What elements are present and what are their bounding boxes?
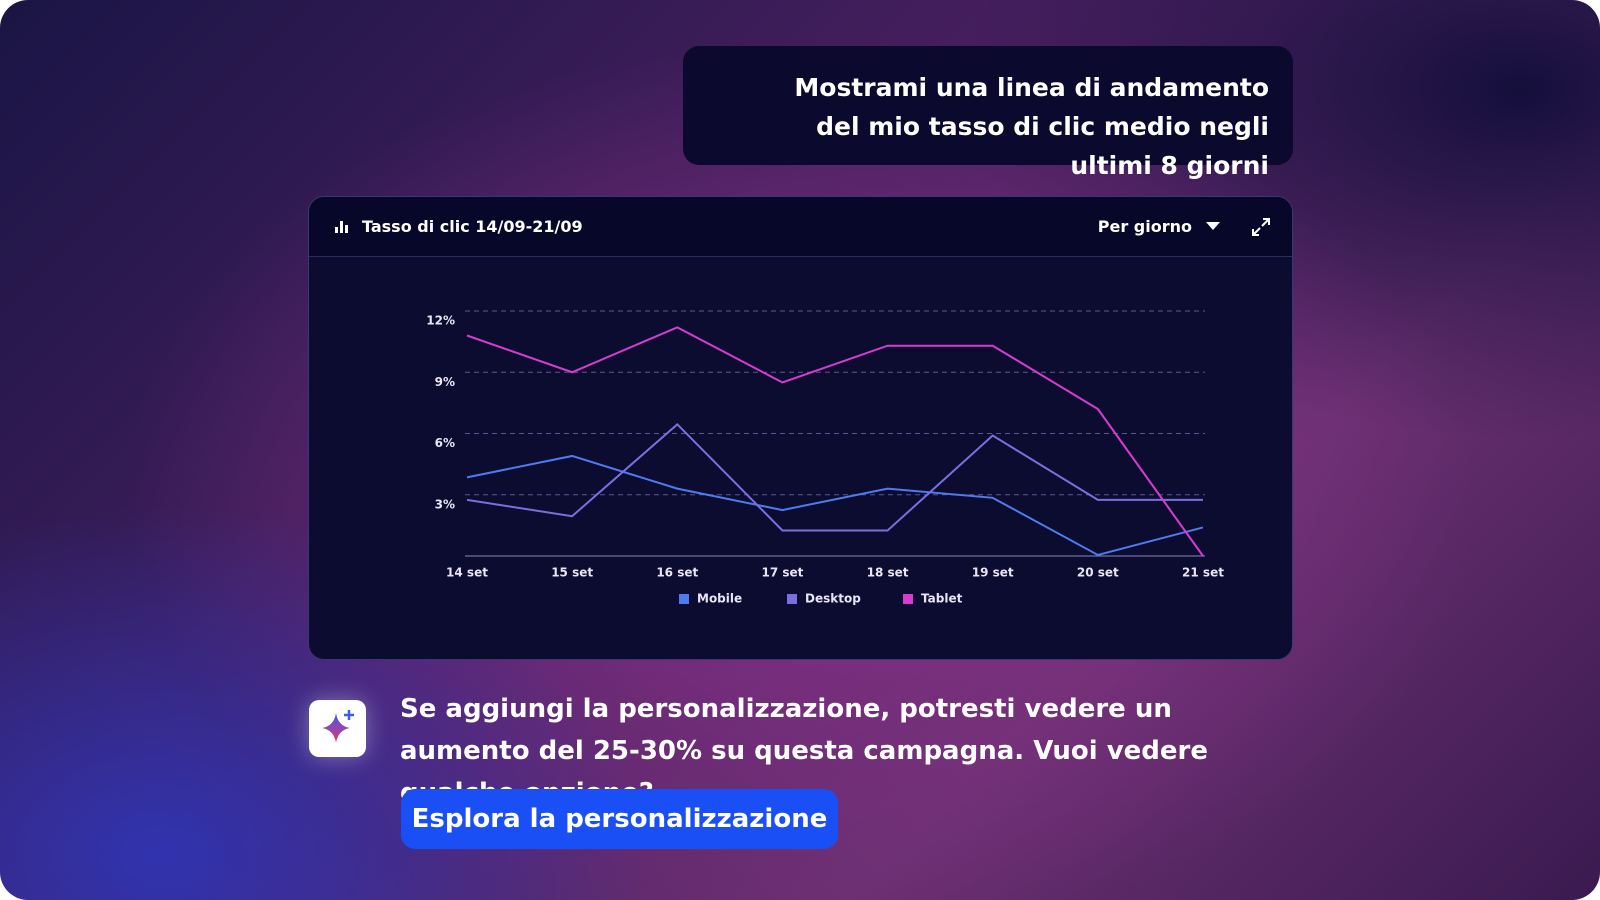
- x-tick-label: 15 set: [551, 566, 593, 580]
- assistant-icon: [309, 700, 366, 757]
- chart-panel: Tasso di clic 14/09-21/09 Per giorno 3% 6…: [308, 196, 1293, 660]
- sparkle-icon: [322, 710, 354, 743]
- x-tick-label: 20 set: [1077, 566, 1119, 580]
- panel-title: Tasso di clic 14/09-21/09: [362, 217, 583, 236]
- y-tick-label: 6%: [435, 436, 455, 450]
- series-line: [466, 454, 1204, 557]
- legend-swatch: [679, 594, 689, 604]
- legend-swatch: [903, 594, 913, 604]
- panel-header: Tasso di clic 14/09-21/09 Per giorno: [309, 197, 1292, 257]
- y-tick-label: 9%: [435, 375, 455, 389]
- legend-label: Tablet: [921, 592, 963, 606]
- chart-icon: [335, 221, 348, 233]
- legend-label: Desktop: [805, 592, 861, 606]
- x-tick-label: 17 set: [761, 566, 803, 580]
- x-tick-label: 18 set: [867, 566, 909, 580]
- x-tick-label: 16 set: [656, 566, 698, 580]
- explore-button[interactable]: Esplora la personalizzazione: [401, 789, 838, 849]
- user-prompt: Mostrami una linea di andamento del mio …: [683, 46, 1293, 180]
- x-tick-label: 21 set: [1182, 566, 1224, 580]
- series-line: [466, 422, 1203, 532]
- legend-label: Mobile: [697, 592, 742, 606]
- line-chart: 3% 6% 9% 12% 14 set 15 set 16 set 17 set 18 set 1…: [426, 310, 1224, 606]
- expand-button[interactable]: [1252, 218, 1270, 236]
- legend-swatch: [787, 594, 797, 604]
- dropdown-caret[interactable]: [1206, 222, 1220, 231]
- period-select[interactable]: Per giorno: [1097, 217, 1192, 236]
- series-line: [466, 326, 1204, 557]
- y-tick-label: 12%: [426, 314, 455, 328]
- y-tick-label: 3%: [435, 497, 455, 511]
- x-tick-label: 14 set: [446, 566, 488, 580]
- x-tick-label: 19 set: [972, 566, 1014, 580]
